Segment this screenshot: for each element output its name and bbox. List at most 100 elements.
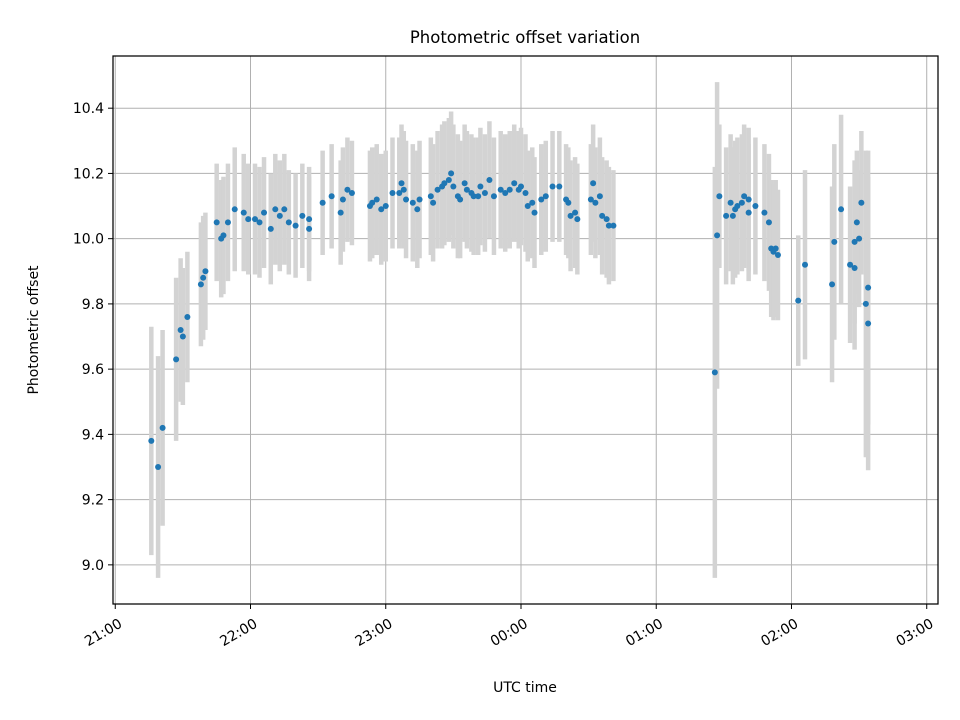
data-point — [299, 212, 306, 219]
data-point — [486, 176, 493, 183]
data-point — [567, 212, 574, 219]
data-point — [572, 209, 579, 216]
data-point — [851, 238, 858, 245]
data-point — [538, 196, 545, 203]
data-point — [202, 268, 209, 275]
data-point — [711, 369, 718, 376]
data-point — [574, 216, 581, 223]
data-point — [416, 196, 423, 203]
data-point — [599, 212, 606, 219]
data-point — [197, 281, 204, 288]
data-point — [348, 190, 355, 196]
data-point — [829, 281, 836, 288]
data-point — [490, 193, 497, 200]
data-point — [441, 180, 448, 187]
data-point — [529, 199, 536, 206]
data-point — [741, 193, 748, 200]
y-axis-ticks: 9.0 9.2 9.4 9.6 9.8 10.0 10.2 10.4 — [73, 101, 113, 574]
data-point — [382, 203, 389, 210]
chart-title: Photometric offset variation — [410, 28, 640, 47]
plot-frame — [112, 55, 939, 605]
data-point — [240, 209, 247, 216]
data-point — [389, 190, 396, 196]
data-point — [765, 219, 772, 226]
data-point — [831, 238, 838, 245]
y-tick-label: 9.6 — [82, 362, 104, 378]
data-point — [587, 196, 594, 203]
data-point — [470, 193, 477, 200]
data-point — [795, 297, 802, 304]
y-tick-label: 10.0 — [73, 232, 104, 248]
data-point — [605, 222, 612, 229]
data-point — [716, 193, 723, 200]
data-point — [481, 190, 488, 196]
data-point — [475, 193, 482, 200]
data-point — [511, 180, 518, 187]
data-point — [477, 183, 484, 190]
data-point — [603, 216, 610, 223]
data-point — [328, 193, 335, 200]
data-point — [373, 196, 380, 203]
data-point — [542, 193, 549, 200]
data-point — [596, 193, 603, 200]
data-point — [448, 170, 455, 177]
data-point — [403, 196, 410, 203]
data-point — [853, 219, 860, 226]
data-point — [434, 186, 441, 193]
data-point — [184, 313, 191, 320]
data-point — [727, 199, 734, 206]
data-point — [862, 300, 869, 307]
data-point — [847, 261, 854, 268]
data-point — [497, 186, 504, 193]
y-axis-label: Photometric offset — [26, 265, 42, 395]
data-point — [159, 424, 166, 431]
data-point — [729, 212, 736, 219]
data-point — [761, 209, 768, 216]
data-point — [592, 199, 599, 206]
data-point — [445, 176, 452, 183]
data-point — [851, 265, 858, 272]
data-point — [772, 245, 779, 252]
data-point — [856, 235, 863, 242]
data-point — [556, 183, 563, 190]
y-tick-label: 9.8 — [82, 297, 104, 313]
data-point — [450, 183, 457, 190]
data-point — [252, 216, 259, 223]
data-point — [865, 284, 872, 291]
data-point — [213, 219, 220, 226]
y-tick-label: 9.0 — [82, 558, 104, 574]
data-point — [414, 206, 421, 213]
data-point — [231, 206, 238, 213]
data-point — [179, 333, 186, 340]
data-point — [723, 212, 730, 219]
data-point — [457, 196, 464, 203]
data-point — [409, 199, 416, 206]
data-point — [745, 209, 752, 216]
data-point — [610, 222, 617, 229]
data-point — [173, 356, 180, 363]
data-point — [463, 186, 470, 193]
data-point — [522, 190, 529, 196]
data-point — [276, 212, 283, 219]
data-point — [306, 225, 313, 232]
data-point — [256, 219, 263, 226]
data-point — [549, 183, 556, 190]
data-point — [177, 327, 184, 333]
data-point — [378, 206, 385, 213]
data-point — [344, 186, 351, 193]
data-point — [774, 251, 781, 258]
data-point — [155, 464, 162, 470]
x-axis-label: UTC time — [493, 680, 557, 696]
data-point — [267, 225, 274, 232]
data-point — [865, 320, 872, 327]
data-point — [339, 196, 346, 203]
data-point — [337, 209, 344, 216]
data-point — [734, 203, 741, 210]
y-tick-label: 10.2 — [73, 166, 104, 182]
data-point — [398, 180, 405, 187]
data-point — [565, 199, 572, 206]
data-point — [461, 180, 468, 187]
data-point — [281, 206, 288, 213]
data-point — [369, 199, 376, 206]
